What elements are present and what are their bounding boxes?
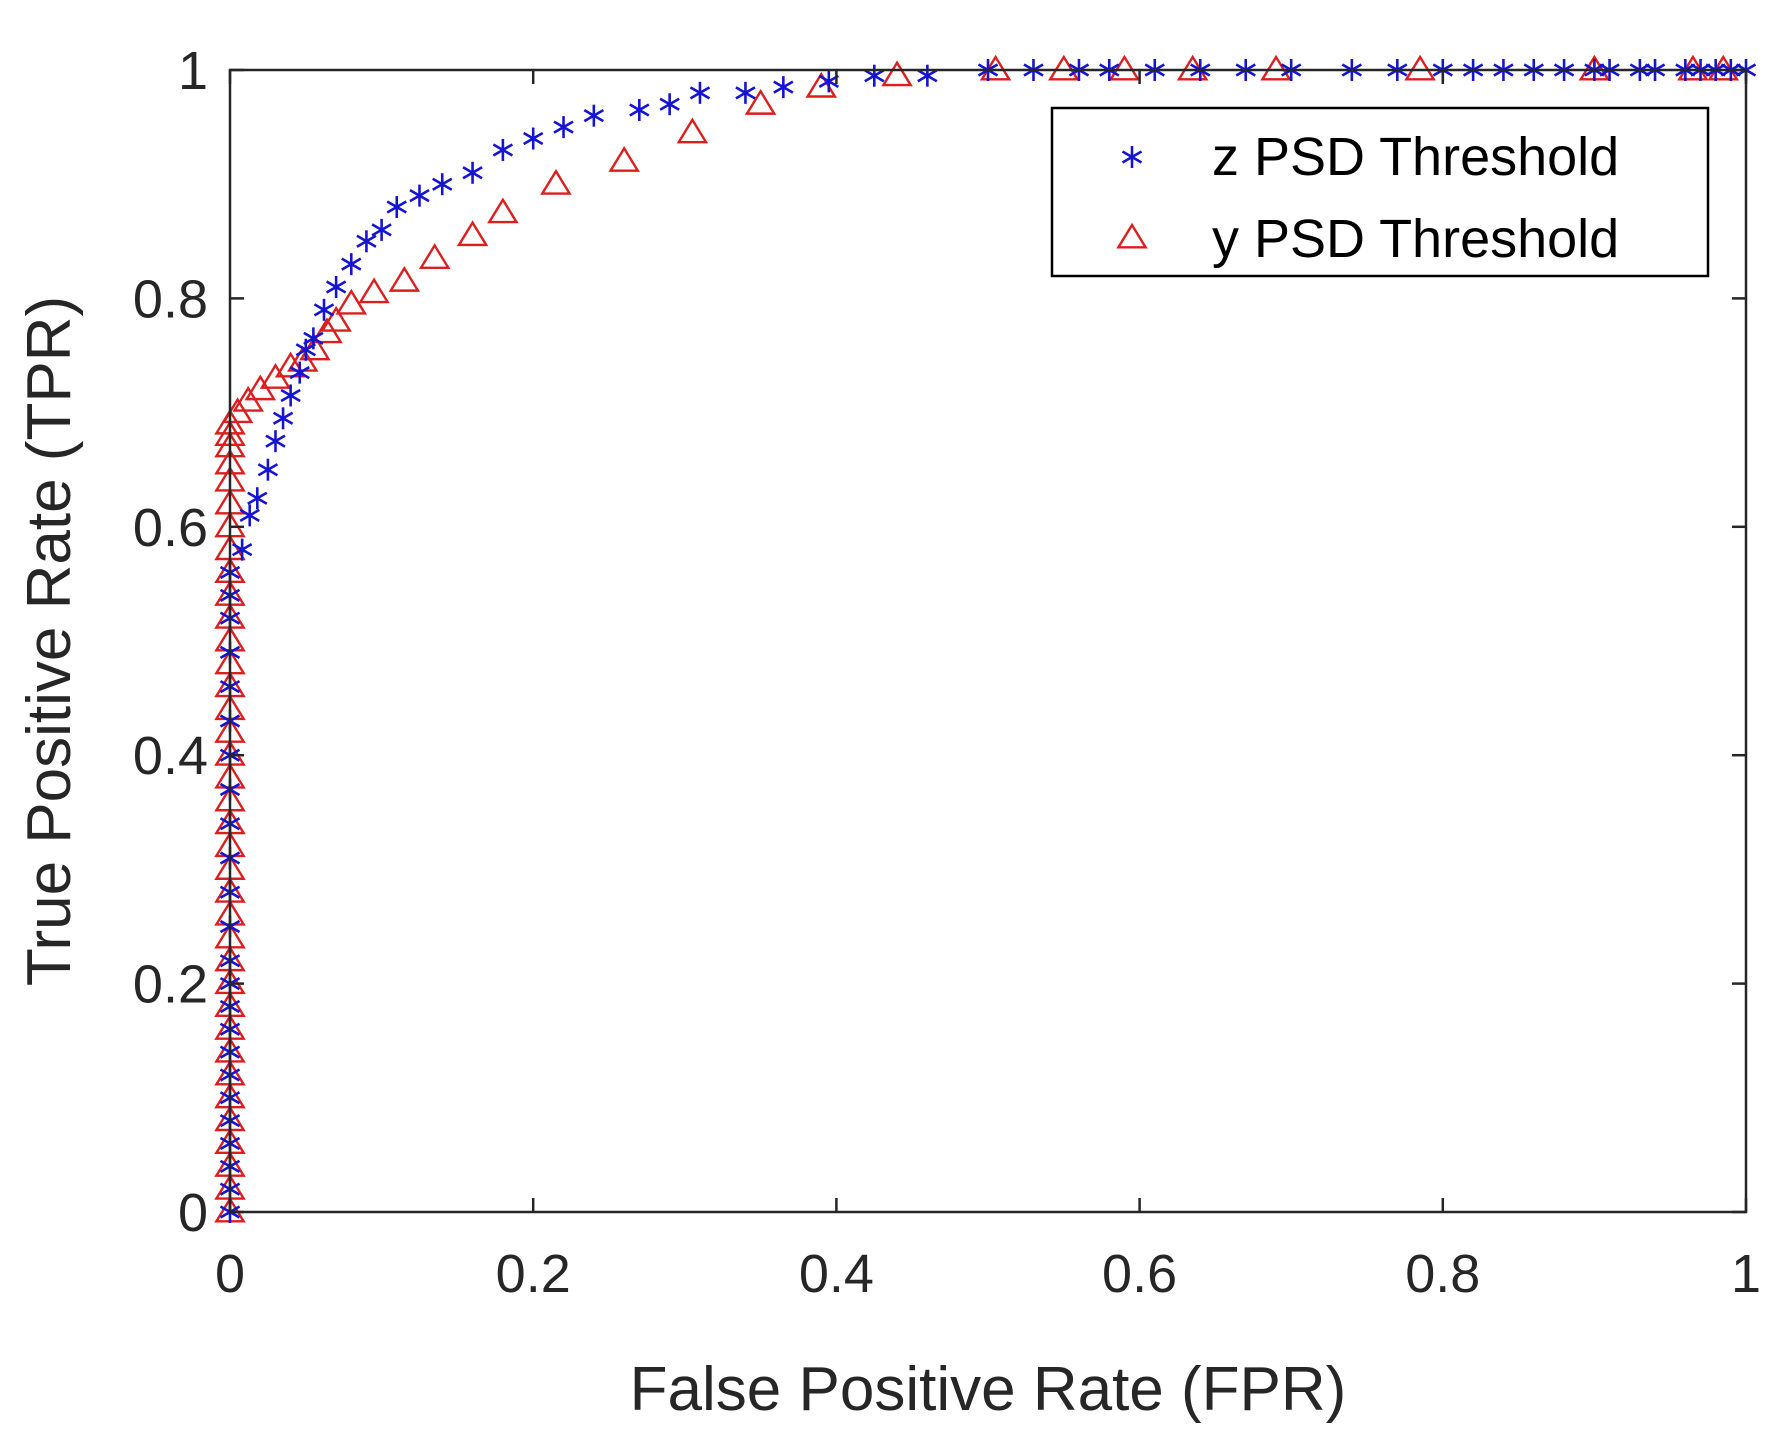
legend-label-z-psd: z PSD Threshold <box>1212 127 1619 187</box>
z-psd-point <box>735 81 756 104</box>
y-psd-point <box>388 265 421 292</box>
y-psd-point <box>1048 54 1080 81</box>
z-psd-point <box>492 138 514 161</box>
y-psd-point <box>1108 54 1141 81</box>
z-psd-point <box>239 504 260 527</box>
y-psd-point <box>676 117 709 144</box>
y-psd-point <box>1404 54 1436 81</box>
z-psd-point <box>864 64 885 87</box>
legend-asterisk-marker <box>1121 146 1143 168</box>
legend: z PSD Threshold y PSD Threshold <box>1050 106 1710 278</box>
z-psd-point <box>247 487 268 510</box>
y-tick-label: 0.8 <box>133 269 208 329</box>
z-psd-point <box>773 76 794 99</box>
z-psd-point <box>523 127 544 150</box>
y-psd-point <box>487 197 519 224</box>
z-psd-point <box>371 218 392 241</box>
legend-triangle-marker <box>1116 222 1148 249</box>
z-psd-point <box>280 384 301 407</box>
y-psd-point <box>881 60 913 87</box>
z-psd-point <box>432 173 453 196</box>
y-psd-point <box>320 305 352 332</box>
y-tick-label: 1 <box>178 41 208 101</box>
z-psd-point <box>313 298 335 321</box>
z-psd-point <box>272 407 294 430</box>
z-psd-point <box>257 458 279 481</box>
z-psd-point <box>231 538 253 561</box>
y-psd-point <box>358 277 390 304</box>
z-psd-point <box>917 64 938 87</box>
z-psd-point <box>265 430 286 453</box>
x-tick-label: 0.4 <box>799 1244 874 1304</box>
y-tick-label: 0 <box>178 1183 208 1243</box>
y-axis-label: True Positive Rate (TPR) <box>15 296 84 986</box>
z-psd-point <box>325 275 347 298</box>
y-psd-point <box>335 288 368 315</box>
legend-box <box>1050 106 1710 278</box>
x-tick-label: 0.6 <box>1102 1244 1177 1304</box>
tick-layer: 0 0.2 0.4 0.6 0.8 1 0 0.2 0.4 0.6 0.8 1 <box>133 41 1761 1304</box>
plot-frame <box>228 68 1748 1214</box>
x-tick-label: 0.2 <box>496 1244 571 1304</box>
z-psd-point <box>341 253 362 276</box>
y-psd-point <box>608 146 640 172</box>
z-psd-point <box>659 93 680 116</box>
y-psd-point <box>274 351 307 378</box>
x-axis-label: False Positive Rate (FPR) <box>630 1355 1347 1424</box>
z-psd-point <box>553 116 574 139</box>
y-psd-point <box>744 88 777 115</box>
legend-marker-z-psd <box>1121 146 1143 168</box>
z-psd-point <box>629 98 650 121</box>
z-psd-point <box>462 161 483 184</box>
y-psd-point <box>456 220 489 247</box>
y-tick-label: 0.2 <box>133 955 208 1015</box>
z-psd-point <box>289 361 310 384</box>
legend-marker-y-psd <box>1116 222 1148 249</box>
legend-label-y-psd: y PSD Threshold <box>1212 209 1619 269</box>
x-tick-label: 0 <box>215 1244 245 1304</box>
y-psd-point <box>1260 54 1292 81</box>
z-psd-point <box>386 196 407 219</box>
y-psd-point <box>418 243 451 269</box>
y-tick-label: 0.4 <box>133 726 208 786</box>
x-tick-label: 0.8 <box>1405 1244 1480 1304</box>
y-psd-point <box>540 168 572 195</box>
y-tick-label: 0.6 <box>133 498 208 558</box>
z-psd-point <box>689 81 711 104</box>
z-psd-point <box>303 327 324 350</box>
z-psd-point <box>409 184 430 207</box>
z-psd-point <box>356 230 377 253</box>
x-tick-label: 1 <box>1731 1244 1761 1304</box>
z-psd-point <box>583 104 605 127</box>
